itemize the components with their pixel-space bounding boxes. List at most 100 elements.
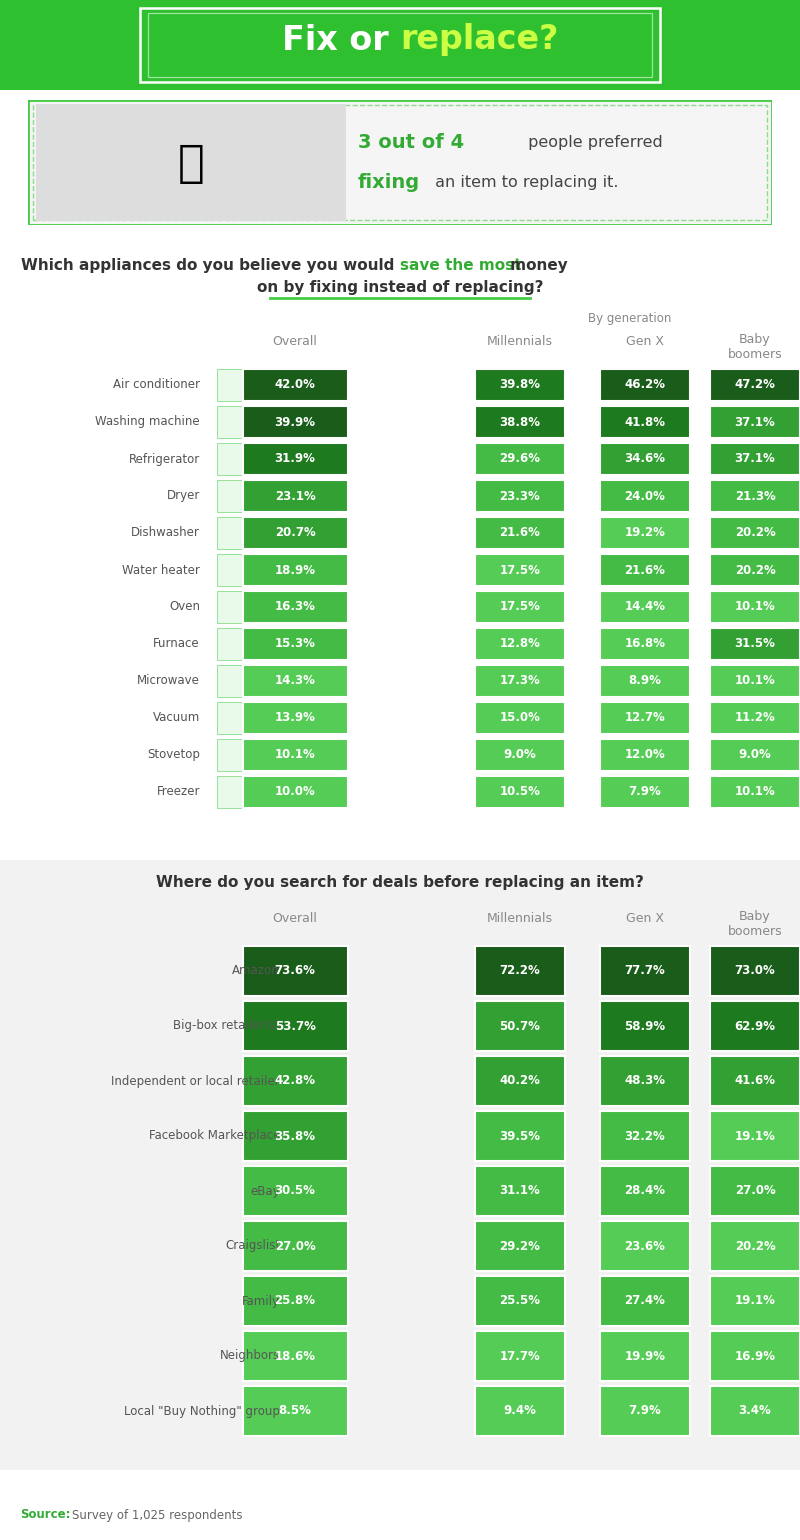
Text: on by fixing instead of replacing?: on by fixing instead of replacing? bbox=[257, 280, 543, 296]
Bar bbox=[217, 739, 253, 772]
Bar bbox=[242, 554, 347, 587]
Text: 23.1%: 23.1% bbox=[274, 490, 315, 502]
Text: 16.9%: 16.9% bbox=[734, 1349, 775, 1363]
Text: 12.0%: 12.0% bbox=[625, 748, 666, 761]
Bar bbox=[475, 1110, 565, 1161]
Text: 21.6%: 21.6% bbox=[625, 564, 666, 576]
Text: Furnace: Furnace bbox=[154, 638, 200, 650]
Bar bbox=[600, 591, 690, 624]
Text: By generation: By generation bbox=[588, 313, 672, 325]
Text: 19.1%: 19.1% bbox=[734, 1129, 775, 1143]
Bar bbox=[242, 1166, 347, 1217]
Text: 53.7%: 53.7% bbox=[274, 1019, 315, 1032]
Text: 50.7%: 50.7% bbox=[499, 1019, 541, 1032]
Bar bbox=[600, 1386, 690, 1435]
Bar bbox=[242, 1221, 347, 1270]
Text: 15.0%: 15.0% bbox=[499, 711, 541, 724]
Text: 21.3%: 21.3% bbox=[734, 490, 775, 502]
Text: Source:: Source: bbox=[20, 1509, 70, 1522]
Bar bbox=[710, 1056, 800, 1106]
Bar bbox=[242, 665, 347, 698]
Bar bbox=[242, 1056, 347, 1106]
Text: 25.5%: 25.5% bbox=[499, 1295, 541, 1307]
Bar bbox=[600, 444, 690, 474]
Bar bbox=[217, 480, 253, 511]
Bar bbox=[710, 517, 800, 548]
Text: Dishwasher: Dishwasher bbox=[131, 527, 200, 539]
Text: Fix or: Fix or bbox=[282, 23, 400, 57]
Text: 40.2%: 40.2% bbox=[499, 1075, 541, 1087]
Text: 9.0%: 9.0% bbox=[738, 748, 771, 761]
Bar bbox=[217, 554, 253, 587]
Bar bbox=[242, 702, 347, 735]
Bar bbox=[475, 1331, 565, 1381]
Bar bbox=[475, 1386, 565, 1435]
Bar bbox=[242, 1277, 347, 1326]
Text: 77.7%: 77.7% bbox=[625, 964, 666, 978]
Bar bbox=[710, 1277, 800, 1326]
Text: 11.2%: 11.2% bbox=[734, 711, 775, 724]
Text: 12.8%: 12.8% bbox=[499, 638, 541, 650]
Text: 10.1%: 10.1% bbox=[734, 785, 775, 799]
Text: 31.5%: 31.5% bbox=[734, 638, 775, 650]
Text: Stovetop: Stovetop bbox=[147, 748, 200, 761]
Text: 9.0%: 9.0% bbox=[504, 748, 536, 761]
Bar bbox=[710, 702, 800, 735]
Text: 17.7%: 17.7% bbox=[500, 1349, 540, 1363]
Bar bbox=[475, 1221, 565, 1270]
Bar bbox=[710, 370, 800, 400]
Bar bbox=[242, 517, 347, 548]
Text: 15.3%: 15.3% bbox=[274, 638, 315, 650]
Bar bbox=[600, 1166, 690, 1217]
Bar bbox=[710, 407, 800, 437]
Bar bbox=[710, 1166, 800, 1217]
Bar bbox=[217, 517, 253, 548]
Text: Gen X: Gen X bbox=[626, 336, 664, 348]
Text: 23.6%: 23.6% bbox=[625, 1240, 666, 1252]
Text: 72.2%: 72.2% bbox=[500, 964, 540, 978]
Bar bbox=[710, 1221, 800, 1270]
Text: Baby
boomers: Baby boomers bbox=[728, 333, 782, 360]
Bar bbox=[475, 628, 565, 661]
Text: Local "Buy Nothing" group: Local "Buy Nothing" group bbox=[124, 1404, 280, 1417]
Text: 35.8%: 35.8% bbox=[274, 1129, 315, 1143]
Bar bbox=[600, 480, 690, 511]
Text: Amazon: Amazon bbox=[232, 964, 280, 978]
Bar bbox=[475, 591, 565, 624]
Text: 28.4%: 28.4% bbox=[625, 1184, 666, 1198]
Text: an item to replacing it.: an item to replacing it. bbox=[430, 176, 618, 191]
Text: 29.6%: 29.6% bbox=[499, 453, 541, 465]
Bar bbox=[242, 444, 347, 474]
Bar bbox=[710, 739, 800, 772]
Text: 9.4%: 9.4% bbox=[503, 1404, 537, 1417]
Bar bbox=[475, 1277, 565, 1326]
Text: people preferred: people preferred bbox=[523, 136, 662, 151]
Text: 8.9%: 8.9% bbox=[629, 675, 662, 687]
Text: 12.7%: 12.7% bbox=[625, 711, 666, 724]
Bar bbox=[217, 370, 253, 400]
Text: 19.2%: 19.2% bbox=[625, 527, 666, 539]
Text: 19.9%: 19.9% bbox=[625, 1349, 666, 1363]
Text: 21.6%: 21.6% bbox=[499, 527, 541, 539]
Bar bbox=[475, 1056, 565, 1106]
Text: 31.9%: 31.9% bbox=[274, 453, 315, 465]
Text: 14.3%: 14.3% bbox=[274, 675, 315, 687]
Bar bbox=[710, 1386, 800, 1435]
Bar bbox=[710, 480, 800, 511]
Bar bbox=[475, 407, 565, 437]
Text: 42.0%: 42.0% bbox=[274, 379, 315, 391]
Text: 62.9%: 62.9% bbox=[734, 1019, 775, 1032]
Text: Craigslist: Craigslist bbox=[225, 1240, 280, 1252]
Text: 13.9%: 13.9% bbox=[274, 711, 315, 724]
Text: 31.1%: 31.1% bbox=[500, 1184, 540, 1198]
Bar bbox=[475, 776, 565, 808]
Text: Which appliances do you believe you would: Which appliances do you believe you woul… bbox=[22, 259, 400, 273]
Text: Water heater: Water heater bbox=[122, 564, 200, 576]
Text: 10.0%: 10.0% bbox=[274, 785, 315, 799]
Text: 3 out of 4: 3 out of 4 bbox=[358, 134, 464, 152]
Bar bbox=[710, 628, 800, 661]
Bar bbox=[242, 776, 347, 808]
Text: Overall: Overall bbox=[273, 912, 318, 926]
Bar bbox=[600, 1277, 690, 1326]
Bar bbox=[242, 1386, 347, 1435]
